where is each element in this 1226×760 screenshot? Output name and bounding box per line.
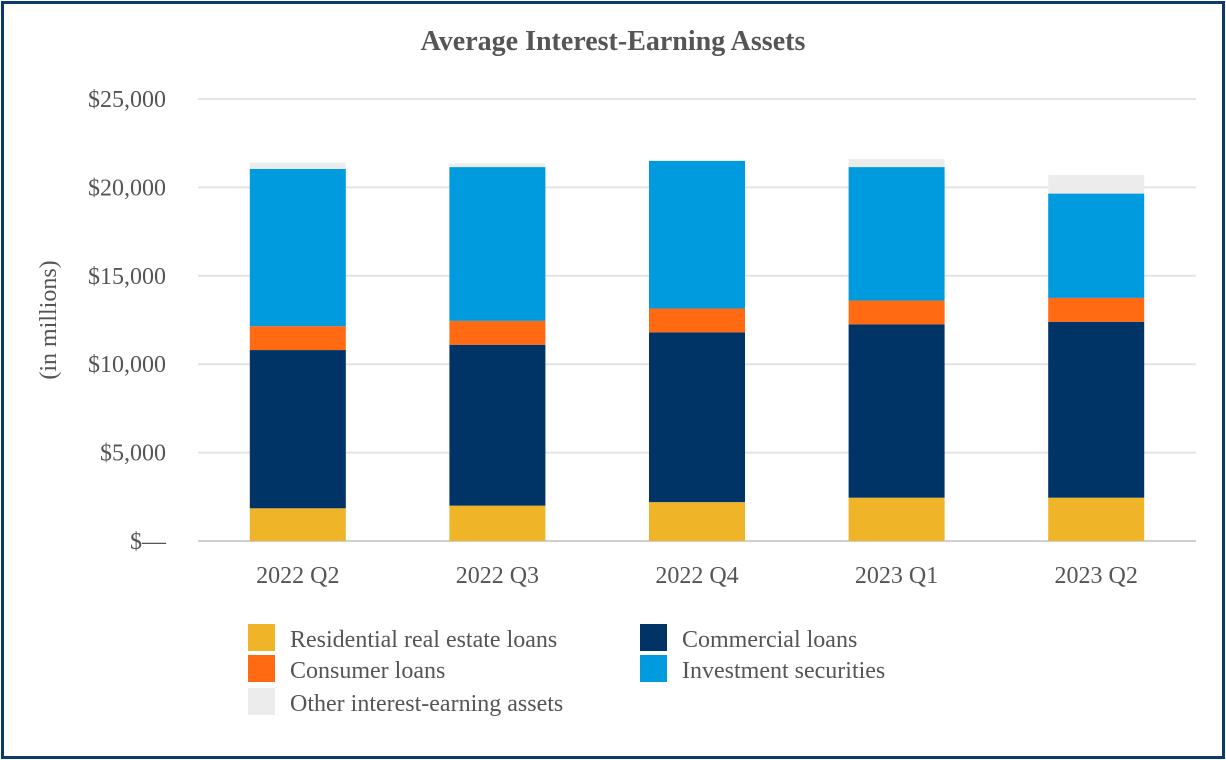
bar-segment [1048,321,1145,498]
legend-label: Consumer loans [290,658,445,684]
bar-segment [249,508,346,541]
legend-label: Residential real estate loans [290,627,557,653]
x-axis-ticks: 2022 Q2 2022 Q3 2022 Q4 2023 Q1 2023 Q2 [256,563,1138,589]
y-tick-label: $20,000 [88,175,166,201]
bar-segment [1048,497,1145,541]
y-tick-label: $5,000 [100,441,166,467]
bar-segment [249,326,346,351]
y-axis-label: (in millions) [36,260,62,379]
bars [249,159,1145,541]
bar-segment [848,159,945,168]
chart-title: Average Interest-Earning Assets [421,26,806,57]
legend-swatch [640,655,667,682]
legend-swatch [248,688,275,715]
x-tick-label: 2022 Q2 [256,563,339,589]
bar-segment [1048,297,1145,322]
legend-label: Other interest-earning assets [290,691,563,717]
bar-segment [649,332,745,503]
bar-segment [649,308,745,333]
x-tick-label: 2023 Q2 [1055,563,1138,589]
bar-segment [449,167,546,321]
y-axis-ticks: $— $5,000 $10,000 $15,000 $20,000 $25,000 [88,87,167,555]
bar-segment [249,350,346,509]
y-tick-label: $10,000 [88,352,166,378]
bar-segment [649,159,745,161]
x-tick-label: 2023 Q1 [855,563,938,589]
bar-segment [1048,175,1145,194]
y-tick-label: $25,000 [88,87,166,113]
bar-segment [449,320,546,345]
bar-segment [1048,193,1145,298]
legend-swatch [248,655,275,682]
bar-segment [848,300,945,325]
bar-segment [848,324,945,498]
bar-segment [848,167,945,301]
bar-segment [848,497,945,541]
x-tick-label: 2022 Q4 [655,563,738,589]
bar-segment [249,162,346,169]
x-tick-label: 2022 Q3 [456,563,539,589]
y-tick-label: $15,000 [88,264,166,290]
y-tick-label: $— [130,529,167,555]
bar-segment [449,505,546,541]
bar-segment [249,168,346,327]
bar-segment [449,344,546,506]
legend: Residential real estate loans Commercial … [248,624,885,717]
bar-segment [649,160,745,309]
legend-label: Commercial loans [682,627,857,653]
legend-swatch [248,624,275,651]
bar-segment [649,502,745,541]
legend-label: Investment securities [682,658,885,684]
legend-swatch [640,624,667,651]
bar-segment [449,163,546,168]
